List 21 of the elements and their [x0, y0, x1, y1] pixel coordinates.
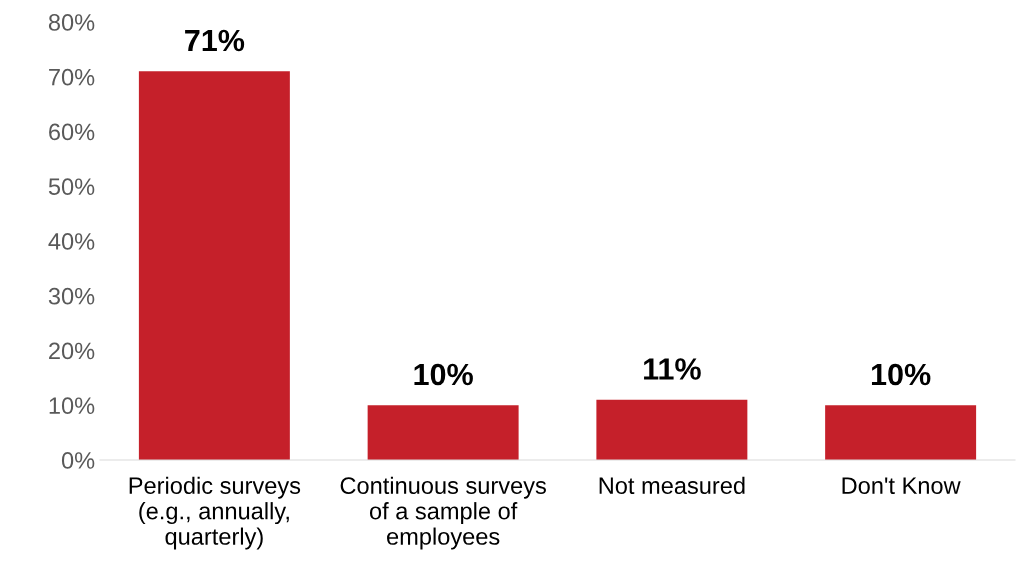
data-label: 11% [644, 358, 701, 380]
x-tick-label: Don't Know [842, 477, 961, 495]
y-tick-label: 60% [49, 123, 95, 141]
bar [596, 399, 748, 460]
x-tick-label: Not measured [599, 476, 745, 495]
y-tick-label: 30% [48, 287, 95, 305]
x-tick-label: Continuous surveys of a sample of employees [340, 476, 546, 550]
data-label: 71% [185, 29, 245, 52]
y-tick-label: 80% [48, 14, 95, 31]
data-label: 10% [414, 363, 473, 386]
bar [138, 71, 290, 460]
bar [825, 405, 977, 460]
bar [367, 405, 519, 460]
y-tick-label: 20% [49, 342, 95, 360]
x-tick-label: Periodic surveys (e.g., annually, quarterly) [129, 476, 301, 550]
data-label: 10% [871, 363, 931, 386]
y-tick-label: 40% [48, 233, 95, 250]
y-tick-label: 50% [48, 178, 95, 196]
y-tick-label: 10% [49, 397, 95, 415]
y-tick-label: 0% [61, 452, 95, 469]
y-tick-label: 70% [49, 68, 95, 86]
